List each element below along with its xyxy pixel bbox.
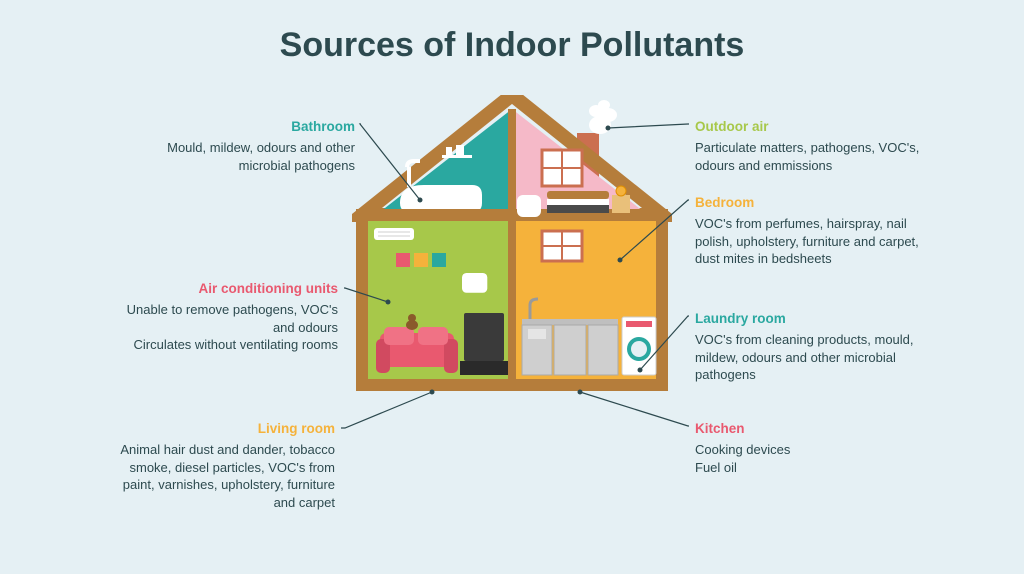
label-title-outdoor: Outdoor air [695,118,940,136]
label-desc-living: Animal hair dust and dander, tobacco smo… [110,441,335,511]
label-title-ac: Air conditioning units [123,280,338,298]
label-desc-kitchen: Cooking devices [695,441,915,459]
label-laundry: Laundry room VOC's from cleaning products… [695,310,945,384]
label-desc-laundry: VOC's from cleaning products, mould, mil… [695,331,945,384]
label-desc-ac: Circulates without ventilating rooms [123,336,338,354]
label-desc-outdoor: Particulate matters, pathogens, VOC's, o… [695,139,940,174]
page-title: Sources of Indoor Pollutants [0,0,1024,65]
label-title-laundry: Laundry room [695,310,945,328]
label-title-kitchen: Kitchen [695,420,915,438]
label-living: Living room Animal hair dust and dander, … [110,420,335,511]
label-title-bathroom: Bathroom [140,118,355,136]
label-desc-bathroom: Mould, mildew, odours and other microbia… [140,139,355,174]
label-ac: Air conditioning units Unable to remove p… [123,280,338,354]
house-illustration [352,95,672,425]
label-desc-ac: Unable to remove pathogens, VOC's and od… [123,301,338,336]
label-title-living: Living room [110,420,335,438]
label-outdoor: Outdoor air Particulate matters, pathogen… [695,118,940,174]
label-desc-bedroom: VOC's from perfumes, hairspray, nail pol… [695,215,945,268]
label-desc-kitchen: Fuel oil [695,459,915,477]
label-kitchen: Kitchen Cooking devicesFuel oil [695,420,915,476]
label-bathroom: Bathroom Mould, mildew, odours and other … [140,118,355,174]
label-bedroom: Bedroom VOC's from perfumes, hairspray, n… [695,194,945,268]
label-title-bedroom: Bedroom [695,194,945,212]
